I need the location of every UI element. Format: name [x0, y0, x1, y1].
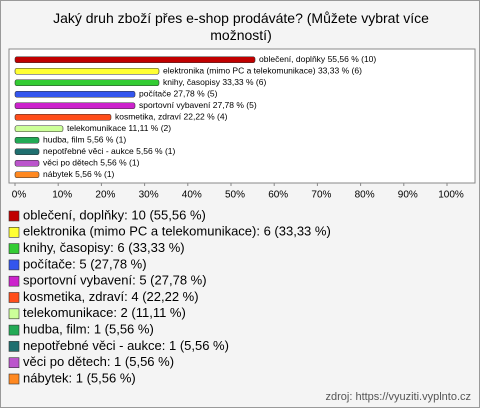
bar-label: sportovní vybavení 27,78 % (5) — [139, 100, 257, 110]
legend-label: kosmetika, zdraví: 4 (22,22 %) — [23, 289, 199, 304]
legend-swatch — [8, 243, 20, 254]
x-tick-label: 70% — [311, 190, 331, 201]
bar — [14, 90, 136, 98]
bar — [14, 67, 160, 75]
bar-label: hudba, film 5,56 % (1) — [43, 135, 126, 145]
x-tick-label: 50% — [225, 190, 245, 201]
value-label: 5,56 % (1) — [75, 169, 114, 179]
value-label: 5,56 % (1) — [100, 158, 139, 168]
category-label: kosmetika, zdraví — [115, 112, 182, 122]
category-label: elektronika (mimo PC a telekomunikace) — [163, 66, 316, 76]
legend-label: telekomunikace: 2 (11,11 %) — [23, 305, 186, 320]
x-tick-label: 10% — [52, 190, 72, 201]
legend-swatch — [8, 292, 20, 303]
legend-swatch — [8, 259, 20, 271]
x-tick-label: 90% — [398, 190, 418, 201]
x-tick-label: 30% — [139, 190, 159, 201]
x-tick-label: 0% — [12, 190, 27, 201]
bar-label: oblečení, doplňky 55,56 % (10) — [259, 54, 376, 64]
bar-label: telekomunikace 11,11 % (2) — [67, 123, 171, 133]
value-label: 27,78 % (5) — [174, 89, 218, 99]
bar-label: nábytek 5,56 % (1) — [43, 169, 115, 179]
legend-label: věci po dětech: 1 (5,56 %) — [23, 354, 174, 369]
x-tick-label: 60% — [268, 190, 288, 201]
bar — [14, 148, 40, 156]
bar — [14, 56, 256, 64]
bar — [14, 102, 136, 110]
value-label: 11,11 % (2) — [128, 123, 171, 133]
value-label: 27,78 % (5) — [213, 100, 257, 110]
legend-label: počítače: 5 (27,78 %) — [23, 256, 147, 271]
value-label: 33,33 % (6) — [222, 77, 266, 87]
chart-title: Jaký druh zboží přes e-shop prodáváte? (… — [53, 10, 429, 43]
legend-swatch — [8, 308, 20, 320]
x-tick-label: 80% — [355, 190, 375, 201]
legend-swatch — [8, 373, 20, 385]
legend-label: nepotřebné věci - aukce: 1 (5,56 %) — [23, 338, 229, 353]
legend-label: knihy, časopisy: 6 (33,33 %) — [23, 240, 185, 255]
legend-swatch — [8, 324, 20, 336]
bar — [14, 113, 112, 121]
bar-label: elektronika (mimo PC a telekomunikace) 3… — [163, 66, 362, 76]
legend-swatch — [8, 357, 20, 369]
legend-label: elektronika (mimo PC a telekomunikace): … — [23, 224, 331, 239]
value-label: 55,56 % (10) — [328, 54, 377, 64]
value-label: 5,56 % (1) — [87, 135, 126, 145]
legend-label: hudba, film: 1 (5,56 %) — [23, 322, 154, 337]
category-label: věci po dětech — [43, 158, 98, 168]
value-label: 5,56 % (1) — [136, 146, 175, 156]
value-label: 22,22 % (4) — [184, 112, 228, 122]
legend-label: sportovní vybavení: 5 (27,78 %) — [23, 273, 207, 288]
x-tick-label: 100% — [438, 190, 464, 201]
category-label: nábytek — [43, 169, 74, 179]
legend-swatch — [8, 227, 20, 238]
category-label: hudba, film — [43, 135, 85, 145]
bar-label: věci po dětech 5,56 % (1) — [43, 158, 140, 168]
source: zdroj: https://vyuziti.vyplnto.cz — [326, 391, 472, 403]
bar-label: počítače 27,78 % (5) — [139, 89, 218, 99]
legend-label: oblečení, doplňky: 10 (55,56 %) — [23, 207, 206, 222]
category-label: oblečení, doplňky — [259, 54, 326, 64]
legend-label: nábytek: 1 (5,56 %) — [23, 370, 136, 385]
category-label: sportovní vybavení — [139, 100, 211, 110]
category-label: knihy, časopisy — [163, 77, 221, 87]
category-label: telekomunikace — [67, 123, 126, 133]
bar — [14, 136, 40, 144]
bar — [14, 79, 160, 87]
bar-label: knihy, časopisy 33,33 % (6) — [163, 77, 267, 87]
bar-label: nepotřebné věci - aukce 5,56 % (1) — [43, 146, 175, 156]
category-label: počítače — [139, 89, 171, 99]
category-label: nepotřebné věci - aukce — [43, 146, 134, 156]
bar-label: kosmetika, zdraví 22,22 % (4) — [115, 112, 228, 122]
legend-swatch — [8, 341, 20, 352]
bar — [14, 159, 40, 167]
bar — [14, 125, 64, 133]
legend-swatch — [8, 210, 20, 222]
value-label: 33,33 % (6) — [318, 66, 362, 76]
x-tick-label: 20% — [95, 190, 115, 201]
bar — [14, 171, 40, 179]
legend-swatch — [8, 275, 20, 287]
x-tick-label: 40% — [182, 190, 202, 201]
